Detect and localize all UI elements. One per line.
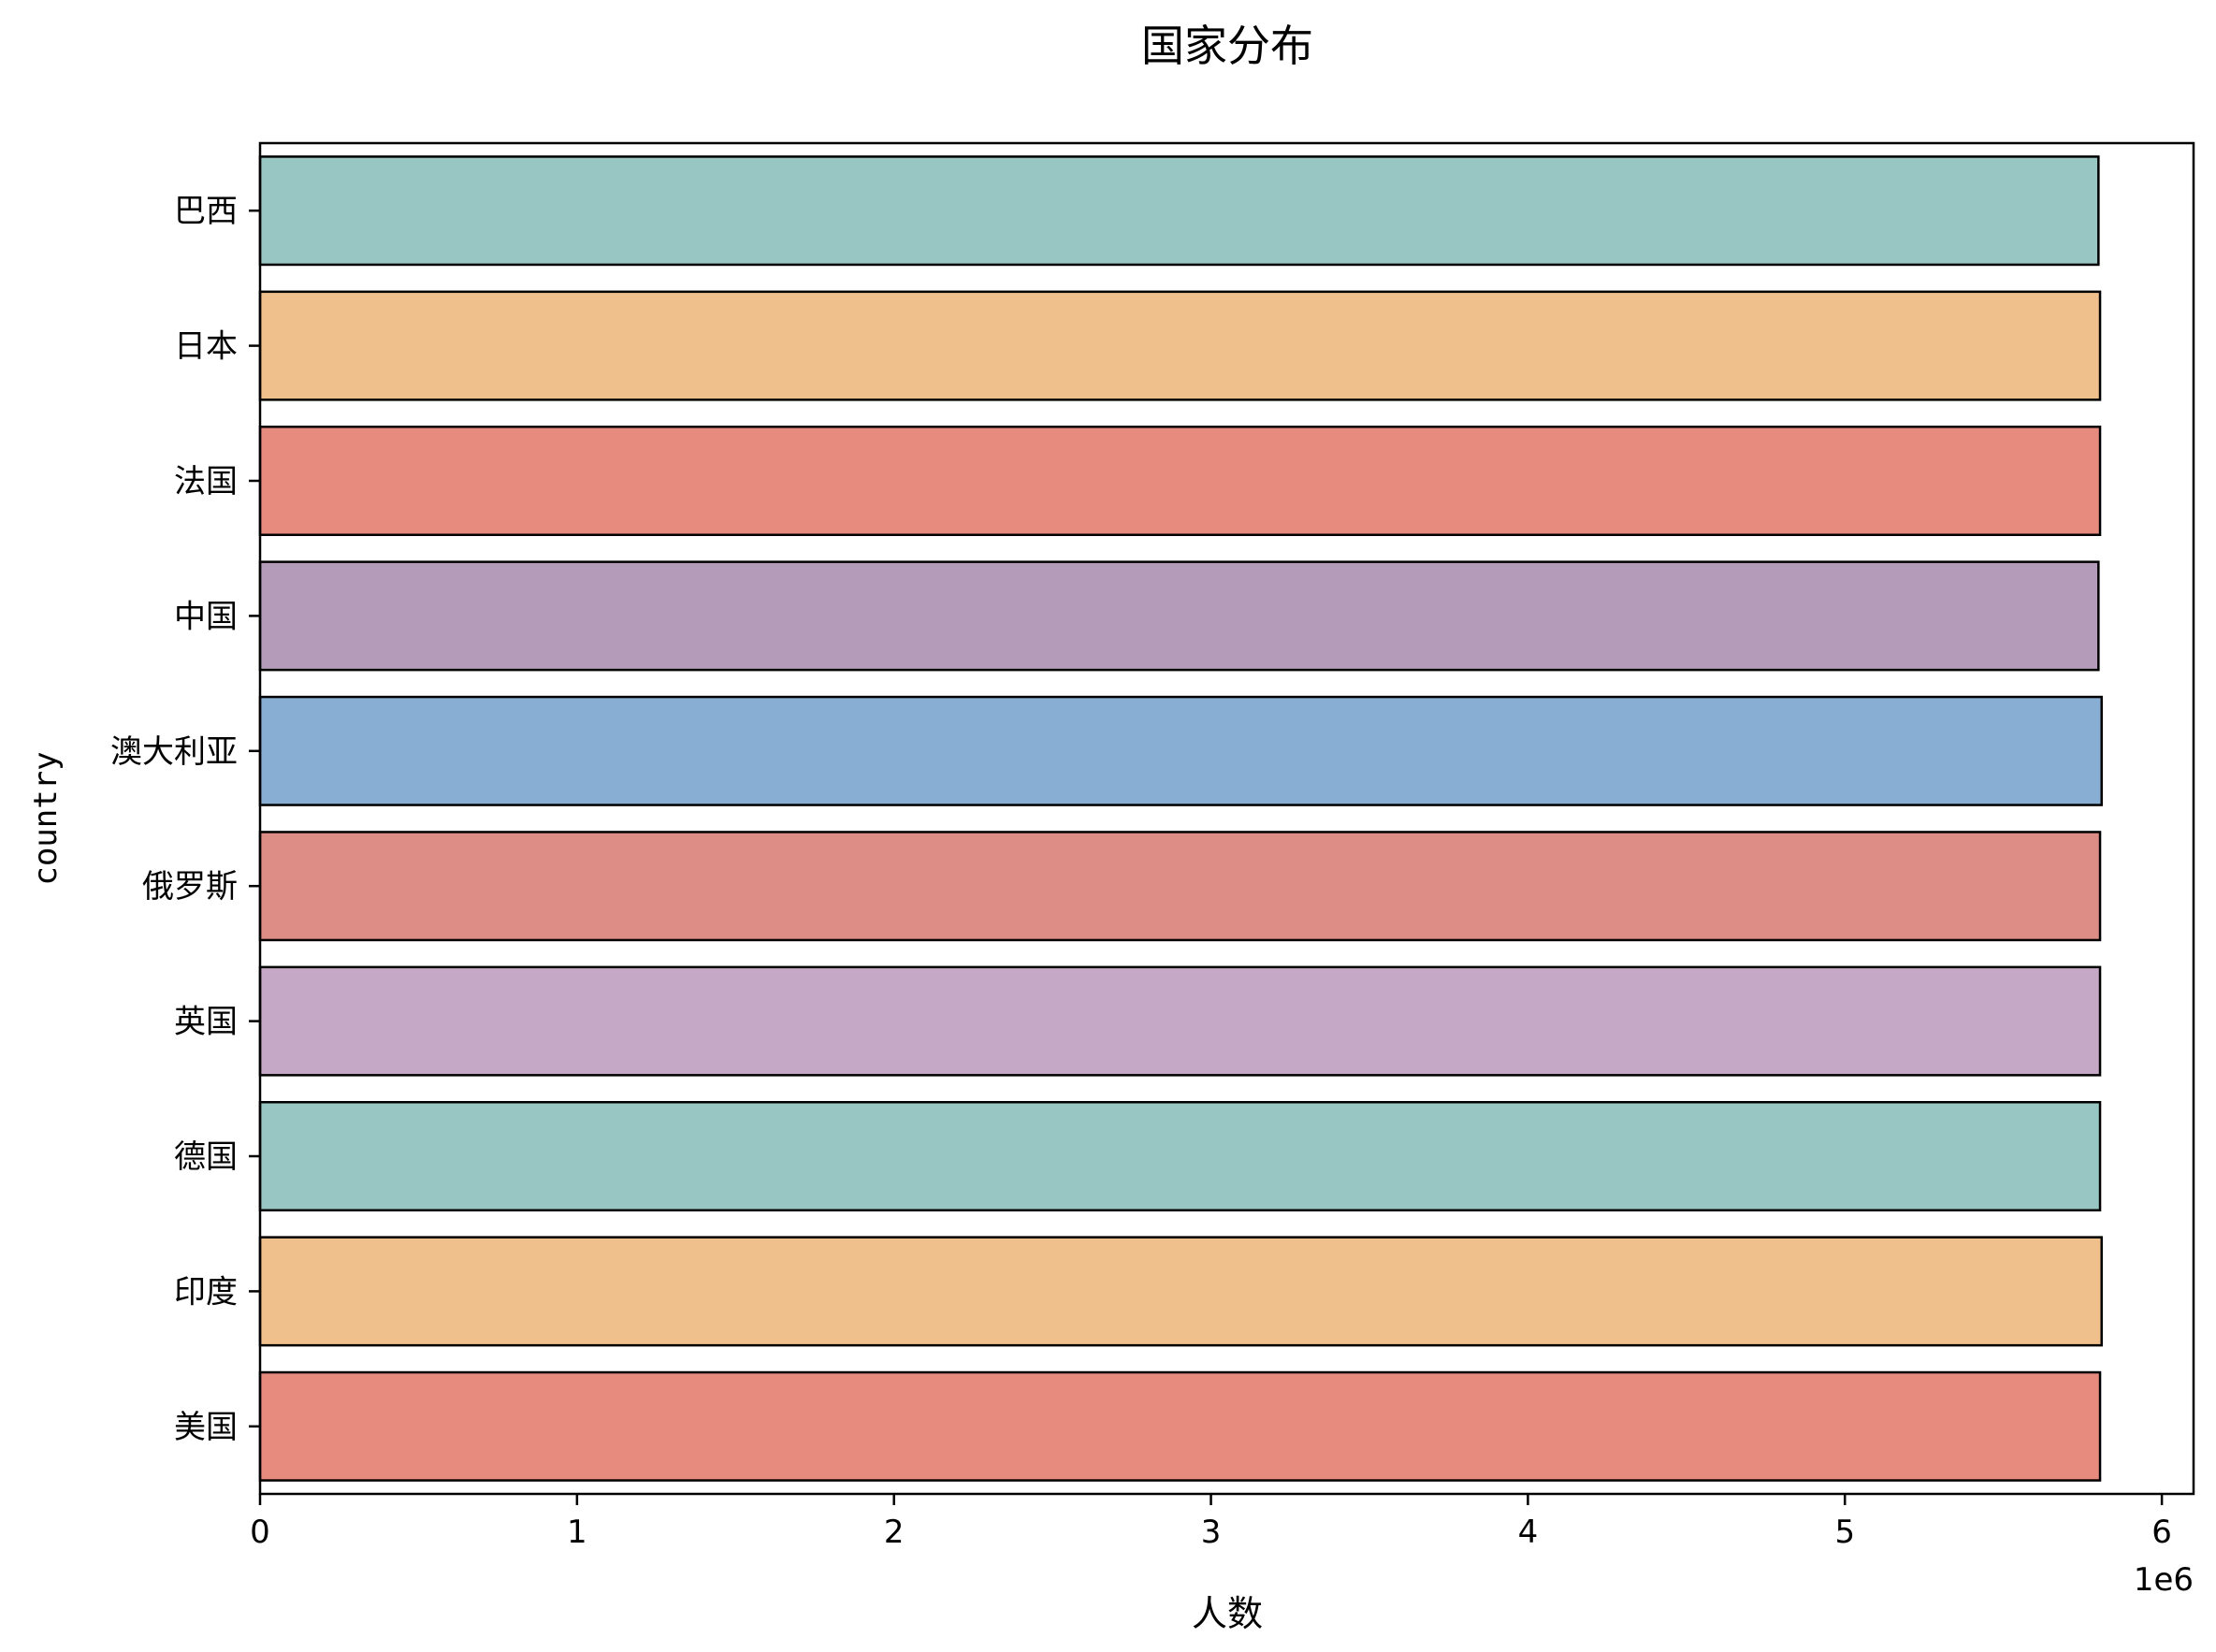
- x-tick-label-3: 3: [1201, 1514, 1222, 1551]
- chart-title: 国家分布: [1141, 21, 1313, 71]
- y-tick-label-4: 澳大利亚: [110, 733, 238, 771]
- bar-8: [258, 1236, 2103, 1347]
- y-tick-label-3: 中国: [174, 598, 238, 635]
- x-axis-offset-label: 1e6: [2134, 1561, 2194, 1599]
- x-tick-label-0: 0: [250, 1514, 270, 1551]
- bar-9: [258, 1370, 2102, 1482]
- y-tick-label-9: 美国: [174, 1409, 238, 1446]
- y-tick-label-6: 英国: [174, 1004, 238, 1041]
- x-tick-label-6: 6: [2151, 1514, 2172, 1551]
- bars-group: [258, 155, 2103, 1482]
- bar-3: [258, 560, 2100, 672]
- y-tick-label-0: 巴西: [174, 193, 238, 230]
- x-tick-label-2: 2: [884, 1514, 905, 1551]
- x-tick-label-4: 4: [1518, 1514, 1539, 1551]
- x-tick-label-1: 1: [567, 1514, 587, 1551]
- y-tick-label-5: 俄罗斯: [142, 868, 238, 906]
- x-axis: 0 1 2 3 4 5 6: [250, 1494, 2172, 1551]
- bar-4: [258, 695, 2103, 806]
- x-axis-label: 人数: [1192, 1593, 1263, 1634]
- bar-1: [258, 290, 2102, 401]
- bar-0: [258, 155, 2100, 267]
- y-tick-label-2: 法国: [174, 463, 238, 500]
- bar-5: [258, 831, 2102, 942]
- y-tick-label-7: 德国: [174, 1138, 238, 1176]
- bar-6: [258, 965, 2102, 1077]
- y-axis-label: country: [27, 751, 65, 885]
- bar-7: [258, 1100, 2102, 1212]
- x-tick-label-5: 5: [1834, 1514, 1855, 1551]
- y-tick-label-1: 日本: [174, 328, 238, 366]
- y-tick-label-8: 印度: [174, 1273, 238, 1311]
- bar-2: [258, 425, 2102, 537]
- plot-frame: [258, 141, 2195, 1496]
